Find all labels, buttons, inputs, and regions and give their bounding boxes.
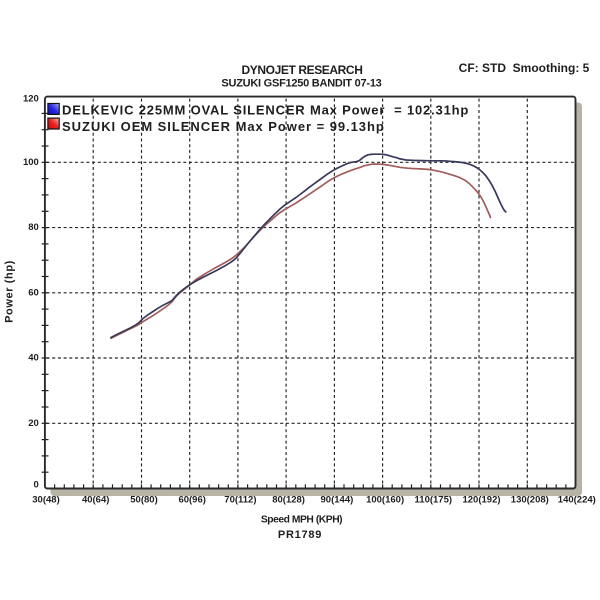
svg-text:50(80): 50(80) [130, 494, 157, 505]
svg-text:Speed MPH (KPH): Speed MPH (KPH) [261, 515, 342, 526]
svg-text:120(192): 120(192) [462, 494, 500, 505]
svg-text:120: 120 [23, 93, 39, 104]
svg-text:Power (hp): Power (hp) [4, 260, 16, 323]
svg-text:60(96): 60(96) [178, 494, 205, 505]
svg-text:140(224): 140(224) [558, 494, 596, 505]
svg-text:80: 80 [28, 222, 39, 233]
svg-text:40: 40 [28, 353, 39, 364]
svg-text:100(160): 100(160) [366, 494, 404, 505]
svg-text:80(128): 80(128) [272, 494, 305, 505]
svg-text:PR1789: PR1789 [278, 529, 322, 541]
svg-text:30(48): 30(48) [32, 494, 59, 505]
svg-text:70(112): 70(112) [224, 494, 256, 505]
svg-text:110(175): 110(175) [415, 494, 453, 505]
svg-text:20: 20 [28, 418, 39, 429]
svg-text:0: 0 [34, 480, 39, 491]
svg-text:DELKEVIC 225MM OVAL SILENCER M: DELKEVIC 225MM OVAL SILENCER Max Power =… [62, 103, 469, 118]
svg-text:CF: STD Smoothing: 5: CF: STD Smoothing: 5 [459, 61, 590, 75]
svg-text:90(144): 90(144) [321, 494, 354, 505]
svg-text:40(64): 40(64) [82, 494, 109, 505]
svg-text:SUZUKI GSF1250 BANDIT 07-13: SUZUKI GSF1250 BANDIT 07-13 [221, 77, 381, 89]
svg-text:100: 100 [23, 157, 39, 168]
svg-text:60: 60 [28, 287, 39, 298]
svg-text:DYNOJET RESEARCH: DYNOJET RESEARCH [242, 63, 363, 77]
svg-text:SUZUKI OEM SILENCER Max Power: SUZUKI OEM SILENCER Max Power = 99.13hp [62, 119, 385, 134]
svg-text:130(208): 130(208) [511, 494, 549, 505]
